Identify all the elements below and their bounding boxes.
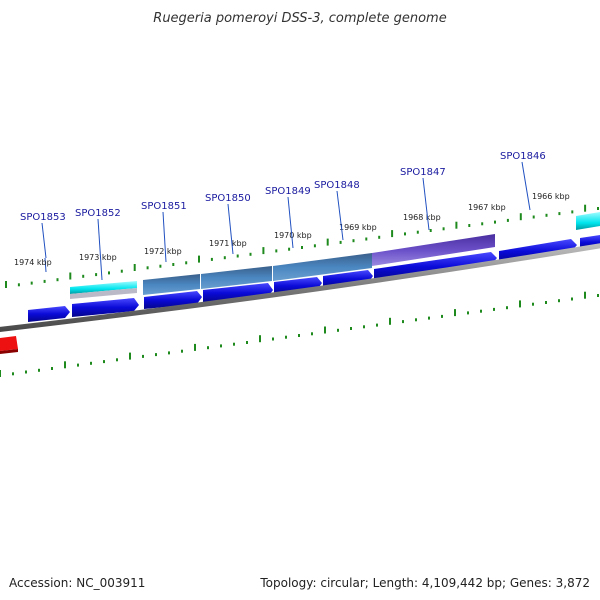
accession-text: Accession: NC_003911: [9, 576, 145, 590]
gene-leader: [521, 161, 531, 211]
rrna-feature[interactable]: [576, 212, 600, 230]
gene-label-spo1846[interactable]: SPO1846: [500, 151, 546, 162]
kbp-label: 1966 kbp: [532, 192, 570, 201]
gene-feature-spo1851[interactable]: [143, 274, 200, 295]
rrna-feature-shadow: [70, 288, 137, 299]
gene-leader: [422, 177, 430, 231]
gene-leader: [227, 203, 234, 255]
gene-feature-spo1847[interactable]: [372, 234, 495, 266]
genome-summary-text: Topology: circular; Length: 4,109,442 bp…: [259, 576, 590, 590]
gene-leader: [336, 190, 344, 241]
kbp-label: 1971 kbp: [209, 239, 247, 248]
scale-labels: 1974 kbp 1973 kbp 1972 kbp 1971 kbp 1970…: [14, 192, 570, 273]
kbp-label: 1967 kbp: [468, 203, 506, 212]
kbp-label: 1973 kbp: [79, 253, 117, 262]
gene-label-spo1852[interactable]: SPO1852: [75, 208, 121, 219]
kbp-leader: [44, 257, 47, 273]
kbp-label: 1972 kbp: [144, 247, 182, 256]
upper-scale-ticks: [5, 204, 599, 288]
cds-arrow-spo1853[interactable]: [28, 306, 70, 322]
gene-label-spo1851[interactable]: SPO1851: [141, 201, 187, 212]
gene-leader: [97, 218, 103, 281]
gene-leader: [162, 211, 167, 263]
gene-label-spo1849[interactable]: SPO1849: [265, 186, 311, 197]
map-title: Ruegeria pomeroyi DSS-3, complete genome: [153, 11, 446, 26]
gene-leader: [287, 196, 294, 249]
feature-track-upper: [70, 212, 600, 299]
genome-backbone: [0, 243, 600, 332]
gene-label-spo1850[interactable]: SPO1850: [205, 193, 251, 204]
cds-arrow-spo1852[interactable]: [72, 298, 139, 317]
red-feature[interactable]: [0, 336, 18, 351]
gene-labels: SPO1853 SPO1852 SPO1851 SPO1850 SPO1849 …: [20, 151, 546, 281]
gene-label-spo1853[interactable]: SPO1853: [20, 212, 66, 223]
cds-track: [28, 235, 600, 322]
kbp-label: 1968 kbp: [403, 213, 441, 222]
kbp-label: 1969 kbp: [339, 223, 377, 232]
kbp-label: 1970 kbp: [274, 231, 312, 240]
kbp-label: 1974 kbp: [14, 258, 52, 267]
gene-feature-spo1849[interactable]: [273, 253, 372, 281]
gene-label-spo1848[interactable]: SPO1848: [314, 180, 360, 191]
lower-scale-ticks: [0, 291, 599, 377]
rrna-feature[interactable]: [70, 281, 137, 294]
gene-label-spo1847[interactable]: SPO1847: [400, 167, 446, 178]
red-feature-shadow: [0, 349, 18, 354]
gene-leader: [41, 222, 47, 259]
gene-feature-spo1850[interactable]: [201, 266, 272, 289]
